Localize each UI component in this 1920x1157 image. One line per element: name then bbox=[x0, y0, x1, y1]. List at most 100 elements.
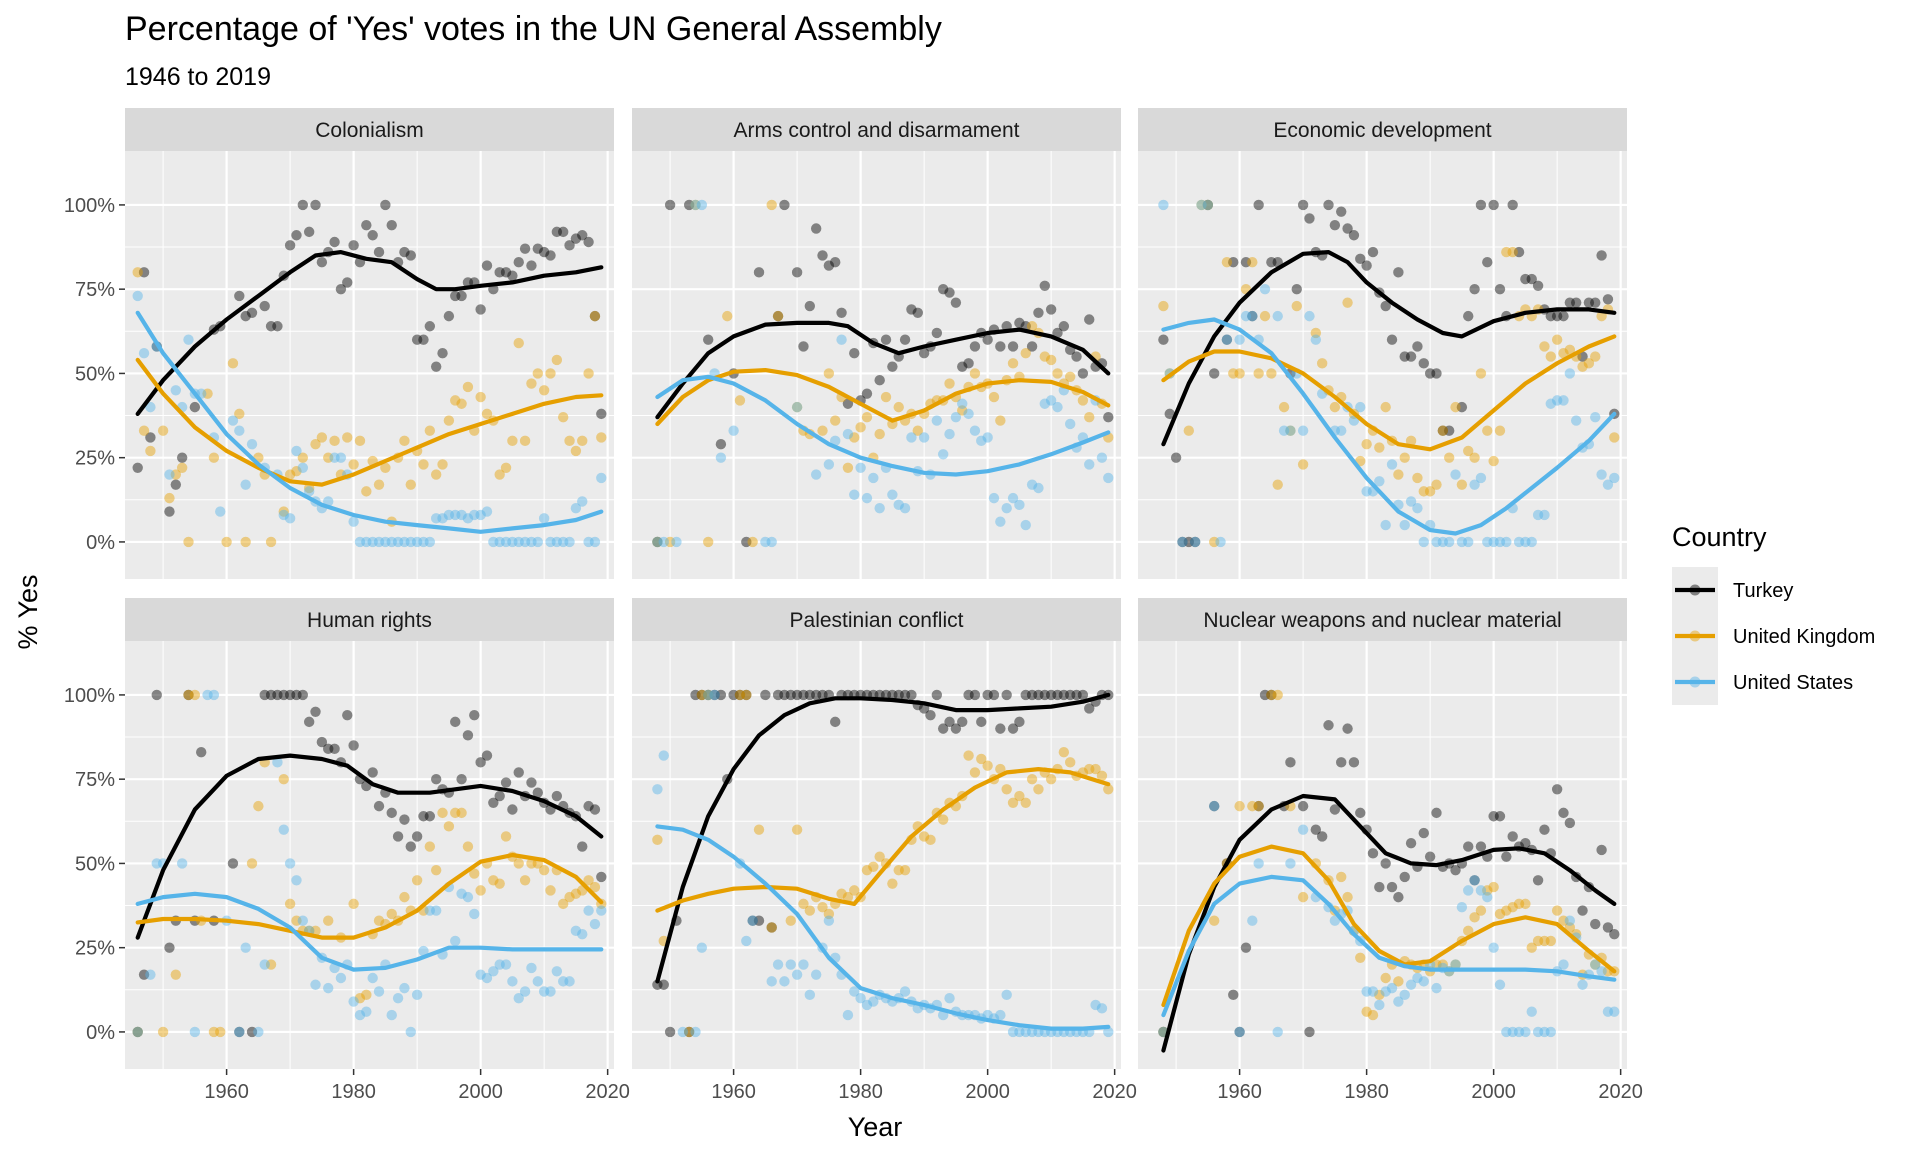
data-point-united-kingdom bbox=[1437, 959, 1449, 970]
data-point-turkey bbox=[475, 304, 486, 315]
data-point-united-states bbox=[1539, 509, 1550, 521]
data-point-united-states bbox=[494, 536, 505, 548]
data-point-turkey bbox=[1316, 831, 1328, 842]
data-point-turkey bbox=[1071, 689, 1082, 701]
data-point-turkey bbox=[1596, 844, 1607, 856]
data-point-united-kingdom bbox=[1558, 915, 1569, 926]
data-point-united-kingdom bbox=[1469, 452, 1480, 463]
data-point-united-kingdom bbox=[557, 412, 569, 423]
data-point-united-states bbox=[272, 757, 283, 768]
data-point-united-states bbox=[456, 888, 467, 899]
data-point-united-states bbox=[494, 959, 505, 970]
data-point-turkey bbox=[779, 689, 790, 701]
data-point-united-states bbox=[335, 972, 347, 984]
data-point-united-kingdom bbox=[462, 841, 474, 852]
data-point-united-kingdom bbox=[1247, 800, 1258, 812]
data-point-united-states bbox=[1026, 479, 1038, 490]
data-point-united-kingdom bbox=[703, 536, 714, 548]
data-point-united-states bbox=[1355, 401, 1366, 413]
smooth-line-united-kingdom bbox=[1161, 334, 1617, 452]
data-point-united-kingdom bbox=[1026, 321, 1038, 332]
data-point-united-states bbox=[386, 536, 397, 548]
data-point-turkey bbox=[1424, 368, 1436, 379]
data-point-united-states bbox=[424, 536, 436, 548]
data-point-turkey bbox=[690, 689, 701, 701]
data-point-united-kingdom bbox=[1285, 425, 1296, 436]
data-point-united-kingdom bbox=[545, 368, 556, 379]
data-point-united-kingdom bbox=[766, 922, 777, 933]
data-point-united-states bbox=[1469, 875, 1480, 886]
data-point-turkey bbox=[303, 716, 315, 728]
data-point-united-kingdom bbox=[1026, 773, 1038, 785]
data-point-united-states bbox=[418, 945, 429, 957]
data-point-turkey bbox=[329, 743, 340, 755]
data-point-united-states bbox=[418, 536, 429, 548]
data-point-united-states bbox=[658, 750, 669, 761]
data-point-united-states bbox=[519, 536, 531, 548]
data-point-united-states bbox=[551, 966, 563, 977]
x-tick-label: 2000 bbox=[965, 1081, 1010, 1103]
data-point-united-kingdom bbox=[1316, 358, 1328, 369]
data-point-united-states bbox=[1189, 536, 1201, 548]
data-point-turkey bbox=[887, 361, 898, 372]
data-point-united-kingdom bbox=[1007, 797, 1019, 808]
data-point-turkey bbox=[1405, 838, 1417, 849]
smooth-lines bbox=[655, 320, 1111, 477]
data-point-turkey bbox=[1507, 199, 1518, 211]
data-point-turkey bbox=[1507, 831, 1518, 842]
data-point-turkey bbox=[880, 334, 892, 345]
x-tick-label: 2020 bbox=[1598, 1081, 1643, 1103]
data-point-turkey bbox=[1304, 1026, 1315, 1038]
legend-label: Turkey bbox=[1733, 580, 1793, 602]
data-point-turkey bbox=[1551, 784, 1563, 795]
data-point-turkey bbox=[583, 800, 594, 812]
data-point-united-states bbox=[1456, 536, 1468, 548]
data-point-united-states bbox=[589, 536, 601, 548]
data-point-turkey bbox=[494, 267, 505, 278]
data-point-united-states bbox=[481, 506, 493, 517]
data-point-turkey bbox=[1058, 321, 1070, 332]
data-point-turkey bbox=[1424, 851, 1436, 862]
data-point-united-states bbox=[367, 536, 378, 548]
data-point-turkey bbox=[817, 250, 828, 261]
data-point-united-states bbox=[132, 290, 143, 302]
data-point-united-states bbox=[957, 398, 968, 409]
data-point-united-kingdom bbox=[855, 422, 866, 433]
data-point-turkey bbox=[1007, 723, 1019, 734]
data-point-turkey bbox=[450, 290, 461, 302]
data-point-united-kingdom bbox=[683, 1026, 695, 1038]
data-point-united-kingdom bbox=[411, 875, 423, 886]
data-point-united-states bbox=[937, 449, 949, 460]
data-point-united-kingdom bbox=[842, 462, 854, 473]
data-point-united-kingdom bbox=[1437, 425, 1449, 436]
data-point-turkey bbox=[557, 226, 569, 238]
smooth-lines bbox=[135, 250, 604, 534]
data-point-turkey bbox=[342, 709, 353, 721]
data-point-united-kingdom bbox=[1247, 257, 1258, 268]
data-point-united-kingdom bbox=[963, 750, 974, 761]
data-point-united-kingdom bbox=[1297, 459, 1309, 470]
data-point-united-states bbox=[728, 425, 739, 436]
data-point-turkey bbox=[969, 341, 981, 352]
data-point-united-states bbox=[1374, 999, 1385, 1011]
data-point-united-kingdom bbox=[1342, 297, 1353, 308]
data-point-united-states bbox=[677, 1026, 689, 1038]
data-point-turkey bbox=[577, 841, 588, 852]
data-point-united-kingdom bbox=[323, 452, 334, 463]
data-point-united-kingdom bbox=[157, 425, 169, 436]
data-point-united-states bbox=[405, 1026, 416, 1038]
data-point-united-states bbox=[1096, 452, 1108, 463]
data-point-united-kingdom bbox=[1475, 368, 1487, 379]
data-point-united-kingdom bbox=[284, 469, 296, 480]
data-point-turkey bbox=[683, 199, 695, 211]
data-point-united-states bbox=[1209, 800, 1220, 812]
data-point-united-states bbox=[354, 536, 366, 548]
data-point-united-states bbox=[988, 492, 1000, 504]
data-point-turkey bbox=[696, 689, 708, 701]
data-point-united-kingdom bbox=[1272, 479, 1283, 490]
data-point-united-kingdom bbox=[861, 412, 873, 423]
data-point-turkey bbox=[1361, 260, 1372, 271]
data-point-united-kingdom bbox=[830, 415, 841, 426]
data-point-united-kingdom bbox=[823, 368, 835, 379]
data-point-turkey bbox=[1386, 334, 1398, 345]
